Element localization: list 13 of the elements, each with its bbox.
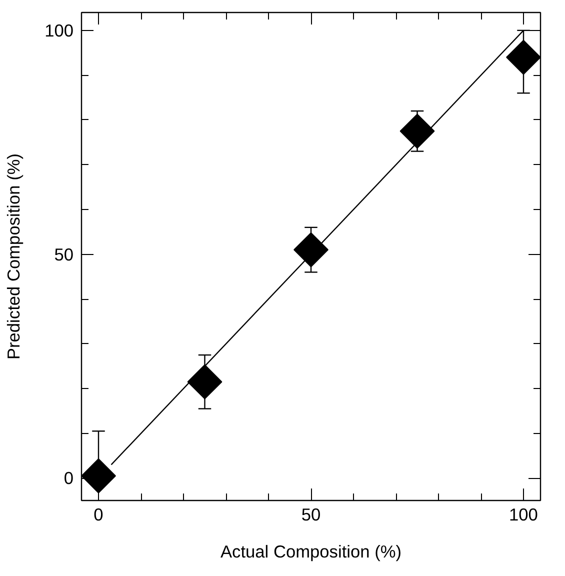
x-tick-label: 100 (509, 504, 538, 524)
point (294, 232, 328, 268)
point (187, 364, 222, 400)
y-tick-label: 100 (44, 20, 74, 40)
y-tick-label: 0 (64, 468, 74, 488)
y-tick-label: 50 (54, 244, 74, 264)
x-tick-label: 0 (94, 504, 104, 524)
point (506, 40, 540, 75)
x-tick-label: 50 (301, 504, 321, 524)
y-axis-title: Predicted Composition (%) (4, 153, 24, 360)
x-axis-title: Actual Composition (%) (220, 542, 402, 562)
point (82, 458, 116, 494)
point (400, 114, 435, 149)
